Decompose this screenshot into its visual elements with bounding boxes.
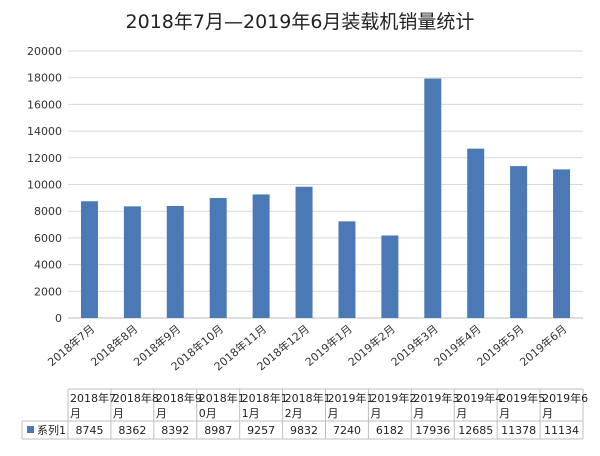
bar bbox=[381, 235, 399, 318]
table-value-cell: 7240 bbox=[333, 424, 361, 437]
y-tick-label: 8000 bbox=[34, 205, 62, 218]
table-header-cell: 月 bbox=[328, 407, 339, 420]
table-header-cell: 月 bbox=[70, 407, 81, 420]
table-value-cell: 9257 bbox=[247, 424, 275, 437]
y-tick-label: 2000 bbox=[34, 285, 62, 298]
y-tick-label: 16000 bbox=[27, 98, 62, 111]
chart-title: 2018年7月—2019年6月装载机销量统计 bbox=[126, 11, 475, 33]
bar bbox=[80, 201, 98, 318]
y-tick-label: 18000 bbox=[27, 72, 62, 85]
bar bbox=[510, 166, 528, 318]
table-value-cell: 17936 bbox=[415, 424, 450, 437]
table-value-cell: 11134 bbox=[544, 424, 579, 437]
y-tick-label: 10000 bbox=[27, 179, 62, 192]
bar bbox=[424, 78, 442, 318]
table-header-cell: 2018年9 bbox=[156, 391, 202, 405]
table-header-cell: 月 bbox=[499, 407, 510, 420]
bar bbox=[252, 194, 270, 318]
table-header-cell: 月 bbox=[456, 407, 467, 420]
table-header-cell: 2019年1 bbox=[328, 391, 374, 405]
table-header-cell: 2018年8 bbox=[113, 391, 159, 405]
gridlines bbox=[68, 50, 583, 319]
table-header-cell: 2018年7 bbox=[70, 391, 116, 405]
data-table: 2018年7 月 2018年8 月 2018年9 月 2018年1 0月 2018年1 1月 201… bbox=[21, 388, 588, 440]
bar bbox=[467, 148, 485, 318]
bar bbox=[295, 186, 313, 318]
x-axis-ticks: 2018年7月2018年8月2018年9月2018年10月2018年11月201… bbox=[45, 322, 570, 374]
table-header-cell: 月 bbox=[370, 407, 381, 420]
y-tick-label: 4000 bbox=[34, 259, 62, 272]
table-value-cell: 8745 bbox=[75, 424, 103, 437]
table-value-cell: 8392 bbox=[161, 424, 189, 437]
y-axis-ticks: 0 2000 4000 6000 8000 10000 12000 14000 16000 180… bbox=[27, 45, 62, 325]
y-tick-label: 12000 bbox=[27, 152, 62, 165]
table-header-cell: 2019年2 bbox=[370, 391, 416, 405]
table-header-cell: 2019年5 bbox=[499, 391, 545, 405]
table-header-cell: 1月 bbox=[242, 407, 260, 420]
table-header-cell: 月 bbox=[156, 407, 167, 420]
table-header-cell: 2019年6 bbox=[542, 391, 588, 405]
y-tick-label: 6000 bbox=[34, 232, 62, 245]
table-value-cell: 8987 bbox=[204, 424, 232, 437]
table-header-cell: 月 bbox=[113, 407, 124, 420]
table-header-cell: 2月 bbox=[285, 407, 303, 420]
y-tick-label: 14000 bbox=[27, 125, 62, 138]
bar bbox=[209, 198, 227, 318]
table-header-cell: 2018年1 bbox=[285, 391, 331, 405]
x-tick-label: 2019年6月 bbox=[517, 322, 570, 369]
bar bbox=[553, 169, 571, 318]
table-value-cell: 8362 bbox=[118, 424, 146, 437]
bars bbox=[80, 78, 571, 318]
table-header-cell: 2018年1 bbox=[199, 391, 245, 405]
bar bbox=[338, 221, 356, 318]
table-header-cell: 2019年3 bbox=[413, 391, 459, 405]
y-tick-label: 20000 bbox=[27, 45, 62, 58]
series-name: 系列1 bbox=[37, 423, 66, 437]
table-value-cell: 11378 bbox=[501, 424, 536, 437]
table-header-cell: 2018年1 bbox=[242, 391, 288, 405]
table-value-cell: 9832 bbox=[290, 424, 318, 437]
table-value-cell: 6182 bbox=[376, 424, 404, 437]
bar bbox=[123, 206, 141, 318]
table-header-cell: 月 bbox=[542, 407, 553, 420]
bar bbox=[166, 205, 184, 318]
y-tick-label: 0 bbox=[55, 312, 62, 325]
table-header-cell: 2019年4 bbox=[456, 391, 502, 405]
table-value-cell: 12685 bbox=[458, 424, 493, 437]
table-header-cell: 0月 bbox=[199, 407, 217, 420]
table-header-cell: 月 bbox=[413, 407, 424, 420]
legend-swatch bbox=[27, 426, 34, 433]
